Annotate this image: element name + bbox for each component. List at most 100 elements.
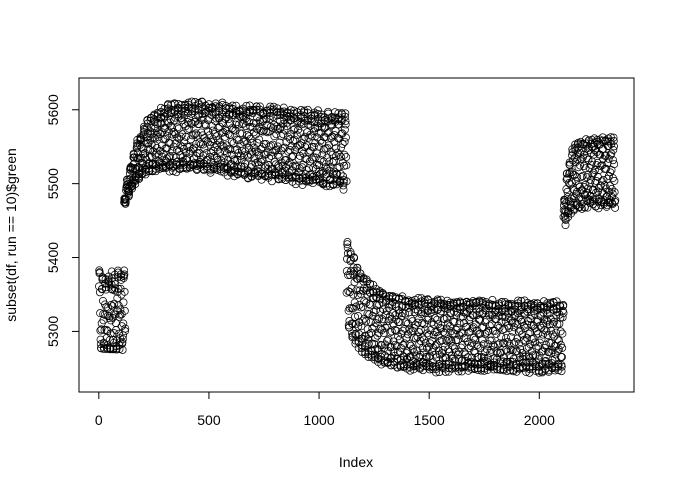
data-point xyxy=(548,319,557,328)
data-point xyxy=(454,355,463,364)
data-point xyxy=(529,351,538,360)
data-point xyxy=(381,310,390,319)
data-point xyxy=(335,150,344,159)
data-point xyxy=(576,161,585,170)
data-point xyxy=(390,340,399,349)
data-point xyxy=(418,344,427,352)
data-point xyxy=(219,119,228,128)
data-point xyxy=(489,341,498,350)
data-point xyxy=(330,156,339,165)
data-point xyxy=(610,176,619,185)
data-point xyxy=(224,129,233,138)
data-point xyxy=(402,334,411,343)
data-point xyxy=(363,335,372,344)
data-point xyxy=(338,140,347,148)
data-point xyxy=(118,345,127,354)
data-point xyxy=(379,329,388,338)
data-point xyxy=(558,329,567,338)
data-point xyxy=(397,303,406,312)
data-point xyxy=(325,157,334,166)
data-point xyxy=(347,284,356,293)
data-point xyxy=(543,331,552,339)
data-point xyxy=(332,152,340,161)
data-point xyxy=(391,326,400,335)
data-point xyxy=(107,267,116,276)
data-point xyxy=(499,366,508,375)
data-point xyxy=(591,166,599,175)
data-point xyxy=(453,336,462,345)
y-axis-label: subset(df, run == 10)$green xyxy=(3,148,19,322)
data-point xyxy=(461,350,470,359)
data-point xyxy=(209,146,218,155)
data-point xyxy=(256,102,265,111)
data-point xyxy=(555,319,564,328)
data-point xyxy=(381,323,390,332)
data-point xyxy=(307,132,316,141)
data-point xyxy=(360,284,368,293)
data-point xyxy=(343,243,352,252)
data-point xyxy=(506,333,515,342)
data-point xyxy=(512,363,521,372)
data-point xyxy=(328,158,337,167)
data-point xyxy=(152,130,161,139)
data-point xyxy=(290,135,299,144)
data-point xyxy=(589,185,598,194)
data-point xyxy=(597,177,606,186)
data-point xyxy=(589,150,598,159)
x-tick-label: 1000 xyxy=(303,412,334,428)
data-point xyxy=(252,102,261,111)
data-point xyxy=(343,240,352,249)
data-point xyxy=(366,279,375,288)
data-point xyxy=(432,368,440,377)
data-point xyxy=(364,339,373,348)
data-point xyxy=(561,207,570,216)
data-point xyxy=(582,141,591,150)
data-point xyxy=(95,268,104,277)
data-point xyxy=(119,319,128,328)
data-point xyxy=(109,328,118,337)
data-point xyxy=(103,326,112,335)
data-point xyxy=(341,133,350,142)
data-point xyxy=(202,121,211,130)
data-point xyxy=(184,114,193,123)
data-point xyxy=(440,328,449,337)
data-point xyxy=(484,353,492,362)
data-points xyxy=(95,97,620,377)
data-point xyxy=(493,349,502,358)
data-point xyxy=(116,284,125,293)
data-point xyxy=(574,181,583,190)
data-point xyxy=(351,329,360,338)
data-point xyxy=(290,125,299,133)
data-point xyxy=(502,334,511,343)
data-point xyxy=(389,309,398,318)
data-point xyxy=(347,319,356,328)
data-point xyxy=(131,180,140,189)
data-point xyxy=(599,175,608,184)
data-point xyxy=(521,309,529,318)
data-point xyxy=(361,317,370,326)
data-point xyxy=(104,303,113,312)
data-point xyxy=(343,238,352,246)
data-point xyxy=(395,318,404,327)
data-point xyxy=(489,354,498,363)
data-point xyxy=(132,153,141,162)
data-point xyxy=(117,290,126,299)
data-point xyxy=(567,209,575,218)
data-point xyxy=(114,301,123,310)
data-point xyxy=(382,292,391,301)
x-tick-label: 2000 xyxy=(524,412,555,428)
data-point xyxy=(568,145,577,154)
data-point xyxy=(561,215,570,224)
data-point xyxy=(265,153,274,162)
data-point xyxy=(431,350,440,359)
data-point xyxy=(552,311,561,320)
data-point xyxy=(461,334,470,343)
data-point xyxy=(406,341,415,350)
data-point xyxy=(350,298,359,307)
data-point xyxy=(573,173,582,182)
data-point xyxy=(127,174,136,183)
data-point xyxy=(451,348,460,357)
data-point xyxy=(365,299,374,308)
data-point xyxy=(355,286,364,295)
data-point xyxy=(282,122,291,131)
